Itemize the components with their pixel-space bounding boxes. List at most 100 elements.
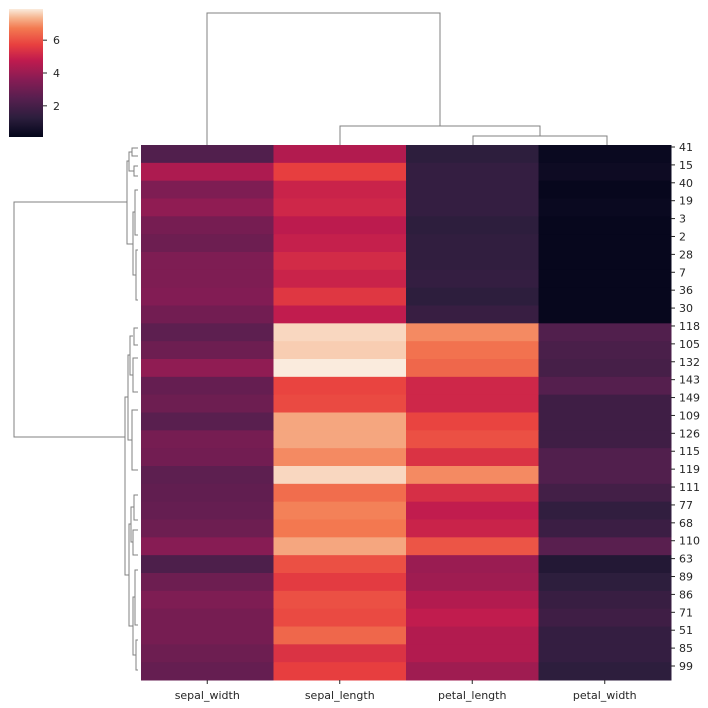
heatmap	[141, 145, 672, 681]
heatmap-cell	[273, 430, 407, 449]
heatmap-cell	[406, 376, 539, 396]
heatmap-cell	[141, 626, 274, 645]
heatmap-cell	[141, 448, 274, 467]
heatmap-cell	[406, 501, 539, 520]
heatmap-cell	[273, 662, 407, 681]
heatmap-cell	[141, 555, 274, 574]
colorbar: 2 4 6	[9, 9, 60, 137]
heatmap-cell	[406, 430, 539, 449]
column-dendrogram-link	[206, 12, 441, 145]
heatmap-cell	[538, 180, 672, 199]
row-dendrogram-link	[134, 569, 138, 626]
row-tick-label: 7	[679, 266, 686, 279]
row-tick-label: 51	[679, 624, 693, 637]
heatmap-cell	[538, 252, 672, 271]
row-tick-label: 126	[679, 427, 700, 440]
row-tick-label: 149	[679, 392, 700, 405]
heatmap-cell	[406, 394, 539, 413]
row-tick-label: 85	[679, 642, 693, 655]
row-dendrogram-link	[133, 494, 138, 521]
heatmap-cell	[538, 430, 672, 449]
heatmap-cell	[406, 466, 539, 485]
column-label-sepal-length: sepal_length	[305, 689, 375, 702]
heatmap-cell	[141, 376, 274, 396]
row-tick-label: 3	[679, 213, 686, 226]
heatmap-cell	[538, 341, 672, 360]
row-dendrogram-link	[13, 201, 127, 438]
heatmap-cell	[273, 394, 407, 413]
heatmap-cell	[406, 287, 539, 306]
heatmap-cell	[141, 198, 274, 217]
row-tick-label: 28	[679, 248, 693, 261]
row-tick-label: 105	[679, 338, 700, 351]
heatmap-cell	[538, 216, 672, 235]
heatmap-cell	[141, 430, 274, 449]
row-tick-label: 77	[679, 499, 693, 512]
heatmap-cell	[141, 466, 274, 485]
row-dendrogram-link	[135, 249, 138, 301]
row-dendrogram-link	[133, 327, 138, 346]
colorbar-tick-label: 6	[53, 34, 60, 47]
heatmap-cell	[273, 323, 407, 342]
heatmap-cell	[273, 341, 407, 360]
heatmap-cell	[406, 341, 539, 360]
heatmap-cell	[141, 573, 274, 592]
heatmap-cell	[141, 394, 274, 413]
heatmap-cell	[141, 287, 274, 306]
heatmap-cell	[141, 145, 274, 164]
row-dendrogram-link	[135, 639, 138, 671]
heatmap-cell	[273, 180, 407, 199]
heatmap-cell	[273, 252, 407, 271]
heatmap-cell	[406, 252, 539, 271]
heatmap-cell	[273, 412, 407, 431]
heatmap-cell	[538, 537, 672, 556]
row-tick-label: 30	[679, 302, 693, 315]
heatmap-cell	[406, 662, 539, 681]
heatmap-cell	[273, 626, 407, 645]
heatmap-cell	[406, 537, 539, 556]
column-dendrogram-link	[472, 135, 608, 145]
heatmap-cell	[406, 359, 539, 378]
heatmap-cell	[406, 198, 539, 217]
row-tick-label: 89	[679, 571, 693, 584]
heatmap-cell	[538, 323, 672, 342]
heatmap-cell	[538, 305, 672, 324]
heatmap-cell	[406, 555, 539, 574]
heatmap-cell	[406, 305, 539, 324]
heatmap-cell	[406, 608, 539, 627]
heatmap-cell	[538, 198, 672, 217]
column-label-petal-width: petal_width	[573, 689, 637, 702]
column-label-sepal-width: sepal_width	[175, 689, 240, 702]
colorbar-tick-label: 4	[53, 67, 60, 80]
heatmap-cell	[273, 608, 407, 627]
heatmap-cell	[273, 305, 407, 324]
heatmap-cell	[141, 359, 274, 378]
heatmap-cell	[273, 644, 407, 663]
heatmap-cell	[141, 519, 274, 538]
row-tick-label: 41	[679, 141, 693, 154]
heatmap-cell	[273, 269, 407, 289]
row-dendrogram-link	[126, 160, 133, 245]
heatmap-cell	[273, 466, 407, 485]
heatmap-cell	[538, 162, 672, 182]
row-dendrogram-link	[134, 189, 138, 236]
row-tick-label: 110	[679, 535, 700, 548]
heatmap-cell	[406, 644, 539, 663]
heatmap-cell	[141, 341, 274, 360]
heatmap-cell	[538, 359, 672, 378]
heatmap-cell	[273, 287, 407, 306]
heatmap-cell	[538, 448, 672, 467]
heatmap-cell	[406, 483, 539, 503]
heatmap-cell	[273, 501, 407, 520]
row-tick-label: 109	[679, 409, 700, 422]
column-tick-labels: sepal_width sepal_length petal_length petal…	[175, 680, 637, 702]
heatmap-cell	[273, 573, 407, 592]
heatmap-cell	[141, 590, 274, 610]
heatmap-cell	[141, 537, 274, 556]
heatmap-cell	[273, 537, 407, 556]
heatmap-cell	[141, 323, 274, 342]
heatmap-cell	[538, 466, 672, 485]
heatmap-cell	[406, 519, 539, 538]
row-dendrogram-link	[132, 357, 138, 393]
